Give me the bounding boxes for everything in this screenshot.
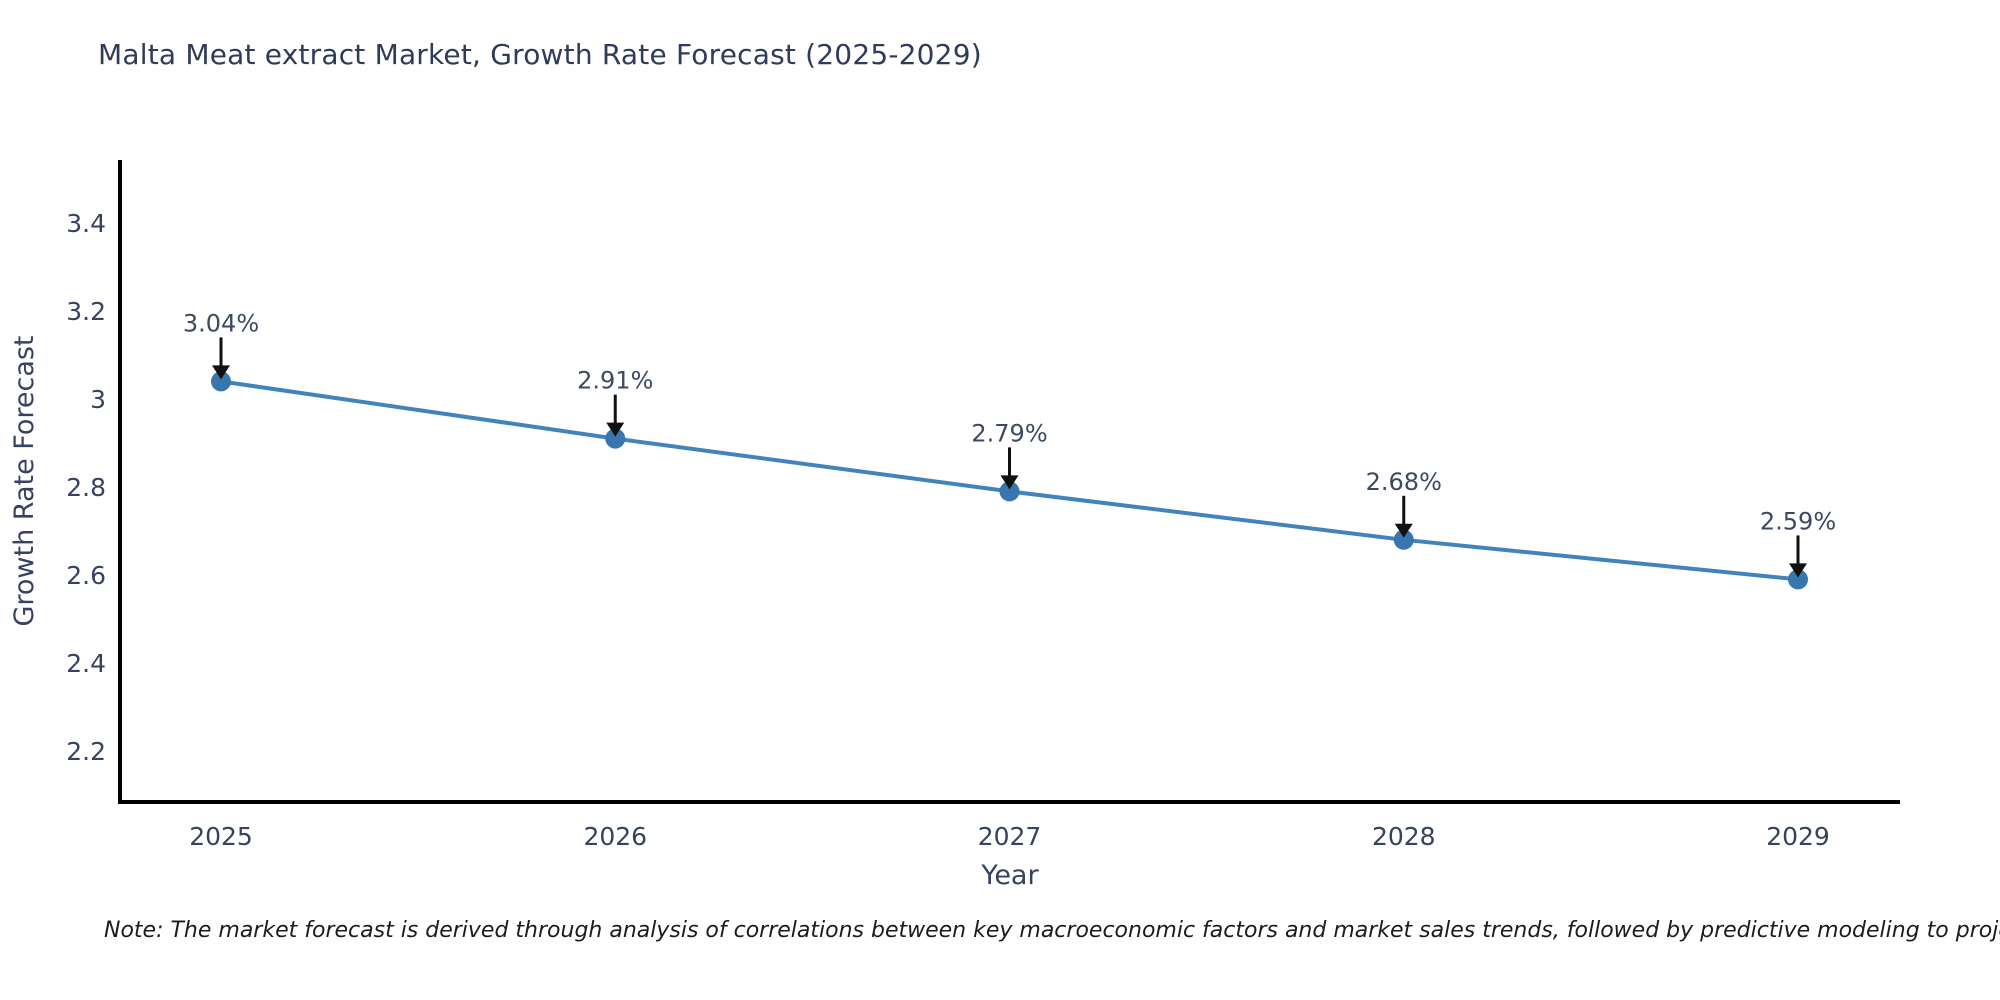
annotation-arrow-head bbox=[212, 365, 230, 380]
footnote: Note: The market forecast is derived thr… bbox=[104, 918, 2000, 943]
y-tick-label: 2.4 bbox=[66, 649, 106, 678]
data-point-label: 2.79% bbox=[971, 419, 1047, 447]
y-tick-label: 3 bbox=[90, 385, 106, 414]
data-point-label: 2.91% bbox=[577, 367, 653, 395]
y-tick-label: 3.4 bbox=[66, 209, 106, 238]
y-axis-title: Growth Rate Forecast bbox=[9, 335, 40, 626]
line-series bbox=[211, 371, 1808, 590]
x-tick-label: 2025 bbox=[189, 822, 253, 851]
x-tick-label: 2028 bbox=[1372, 822, 1436, 851]
x-tick-label: 2026 bbox=[583, 822, 647, 851]
annotation-arrow-head bbox=[606, 422, 625, 437]
annotation-arrow-head bbox=[1394, 523, 1413, 538]
y-tick-label: 2.8 bbox=[66, 473, 106, 502]
y-tick-label: 2.2 bbox=[66, 737, 106, 766]
annotation-arrow-head bbox=[1789, 563, 1807, 578]
x-axis-title: Year bbox=[980, 860, 1039, 891]
data-point-label: 2.59% bbox=[1760, 507, 1836, 535]
y-tick-label: 3.2 bbox=[66, 297, 106, 326]
point-annotations: 3.04% 2.91% 2.79% 2.68% 2.59% bbox=[183, 309, 1836, 578]
data-point-marker bbox=[605, 428, 626, 449]
data-point-marker bbox=[999, 481, 1020, 502]
data-point-label: 2.68% bbox=[1366, 468, 1442, 496]
data-point-marker bbox=[1788, 569, 1808, 590]
x-tick-label: 2029 bbox=[1766, 822, 1830, 851]
x-tick-label: 2027 bbox=[978, 822, 1042, 851]
data-point-marker bbox=[211, 371, 231, 392]
axis-tick-labels: 3.4 3.2 3 2.8 2.6 2.4 2.2 2025 2026 2027 2028 2029 bbox=[66, 209, 1830, 851]
x-axis-line bbox=[118, 800, 1900, 804]
data-point-label: 3.04% bbox=[183, 309, 259, 337]
y-axis-line bbox=[118, 160, 122, 804]
data-point-marker bbox=[1393, 529, 1414, 550]
y-tick-label: 2.6 bbox=[66, 561, 106, 590]
chart-title: Malta Meat extract Market, Growth Rate F… bbox=[98, 38, 982, 71]
annotation-arrow-head bbox=[1000, 475, 1019, 490]
